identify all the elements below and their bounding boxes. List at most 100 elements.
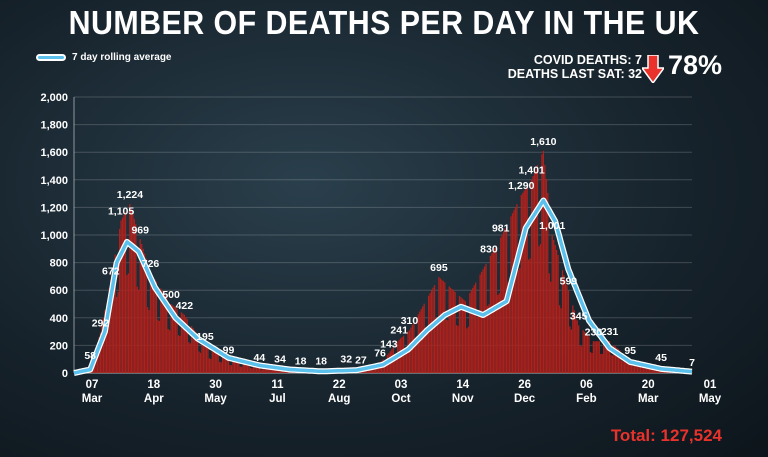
daily-bar: [170, 304, 172, 373]
daily-bar: [117, 291, 119, 373]
x-tick: 18 Apr: [144, 379, 164, 405]
daily-bar: [145, 258, 147, 373]
daily-bar: [244, 363, 246, 373]
daily-bar: [216, 352, 218, 373]
daily-bar: [430, 290, 433, 373]
daily-bar: [600, 353, 602, 373]
daily-bar: [592, 341, 595, 373]
daily-bar: [189, 343, 191, 373]
daily-bar: [196, 334, 199, 373]
daily-bar: [454, 291, 456, 373]
daily-bar: [236, 361, 238, 373]
daily-bar: [201, 341, 203, 373]
x-tick: 20 Mar: [638, 379, 659, 405]
daily-bar: [579, 345, 581, 373]
data-label: 18: [315, 356, 327, 368]
daily-bar: [553, 239, 555, 373]
deaths-last-sat-stat: DEATHS LAST SAT: 32: [507, 67, 642, 81]
daily-bar: [270, 369, 272, 373]
daily-bar: [561, 270, 564, 373]
daily-bar: [535, 168, 537, 373]
daily-bar: [266, 367, 268, 373]
daily-bar: [185, 317, 187, 373]
daily-bar: [113, 263, 115, 373]
daily-bar: [483, 266, 486, 373]
y-tick-label: 800: [50, 258, 68, 270]
daily-bar: [472, 287, 474, 373]
daily-bar: [139, 239, 141, 373]
x-tick-day: 20: [642, 379, 655, 391]
daily-bar: [194, 330, 196, 373]
stats-block: COVID DEATHS: 7 DEATHS LAST SAT: 32: [508, 53, 642, 81]
daily-bar: [633, 360, 636, 373]
daily-bar: [239, 366, 241, 373]
daily-bar: [420, 308, 422, 373]
daily-bar: [186, 319, 188, 373]
daily-bar: [570, 329, 572, 373]
daily-bar: [414, 340, 416, 373]
daily-bar: [435, 318, 437, 373]
data-label: 27: [355, 354, 367, 366]
daily-bar: [467, 326, 469, 373]
x-tick-day: 14: [456, 379, 469, 391]
daily-bar: [179, 335, 181, 373]
daily-bar: [149, 272, 152, 373]
daily-bar: [114, 254, 116, 373]
daily-bar: [241, 366, 243, 373]
y-tick-label: 600: [50, 285, 68, 297]
daily-bar: [229, 365, 231, 373]
daily-bar: [608, 341, 611, 373]
daily-bar: [104, 310, 106, 373]
data-label: 345: [570, 310, 588, 322]
daily-bar: [578, 325, 580, 373]
daily-bar: [466, 328, 468, 373]
daily-bar: [581, 346, 583, 373]
data-label: 292: [92, 318, 110, 330]
daily-bar: [567, 290, 570, 373]
x-tick: 01 May: [699, 379, 722, 405]
daily-bar: [263, 367, 265, 373]
daily-bar: [202, 343, 205, 373]
daily-bar: [586, 334, 589, 373]
data-label: 95: [624, 345, 636, 357]
daily-bar: [144, 253, 146, 373]
daily-bar: [252, 365, 255, 373]
x-tick: 14 Nov: [452, 379, 474, 405]
percent-change: 78%: [668, 50, 723, 80]
daily-bar: [213, 351, 215, 373]
daily-bar: [569, 326, 571, 373]
daily-bar: [635, 361, 637, 373]
data-label: 310: [401, 315, 419, 327]
daily-bar: [195, 332, 197, 373]
daily-bar: [444, 282, 446, 373]
daily-bar: [161, 290, 163, 373]
x-tick-day: 06: [580, 379, 593, 391]
data-label: 231: [601, 326, 619, 338]
chart-title: NUMBER OF DEATHS PER DAY IN THE UK: [68, 4, 700, 41]
daily-bar: [208, 358, 210, 373]
daily-bar: [373, 367, 375, 373]
daily-bar: [385, 363, 387, 373]
daily-bar: [123, 215, 125, 373]
daily-bar: [383, 363, 386, 373]
daily-bar: [628, 358, 630, 373]
daily-bar: [439, 278, 442, 373]
daily-bar: [603, 341, 605, 373]
daily-bar: [538, 246, 540, 373]
daily-bar: [620, 360, 622, 373]
daily-bar: [174, 307, 177, 373]
daily-bar: [482, 269, 484, 373]
data-label: 830: [480, 243, 498, 255]
daily-bar: [614, 346, 617, 373]
y-tick-label: 1,600: [40, 147, 68, 159]
daily-bar: [264, 367, 266, 373]
daily-bar: [447, 320, 449, 373]
legend-label: 7 day rolling average: [72, 52, 172, 63]
daily-bar: [118, 229, 121, 373]
daily-bar: [641, 366, 643, 373]
daily-bar: [463, 299, 465, 373]
daily-bar: [205, 346, 208, 373]
daily-bar: [453, 290, 455, 373]
daily-bar: [517, 269, 519, 373]
